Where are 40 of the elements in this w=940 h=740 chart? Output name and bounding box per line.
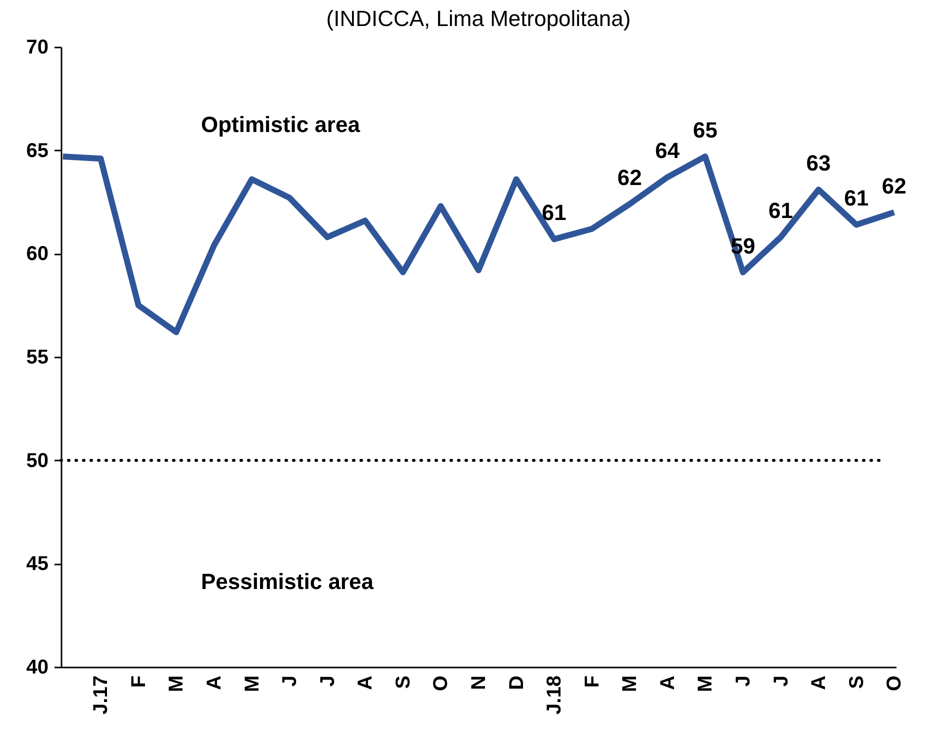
data-label: 62 (882, 173, 906, 198)
x-tick-label: N (468, 676, 490, 690)
chart-title: (INDICCA, Lima Metropolitana) (326, 6, 631, 31)
y-tick-label: 60 (26, 243, 48, 266)
annotation: Pessimistic area (201, 569, 374, 594)
y-tick-label: 40 (26, 656, 48, 678)
x-tick-label: J (316, 676, 339, 687)
data-label: 61 (844, 186, 869, 211)
y-tick-label: 50 (26, 450, 48, 472)
x-tick-label: M (166, 676, 188, 692)
x-tick-label: M (694, 676, 717, 692)
x-tick-label: F (581, 676, 604, 688)
x-tick-label: S (846, 676, 868, 689)
x-tick-label: J (770, 676, 792, 687)
x-tick-label: A (656, 676, 679, 690)
data-label: 61 (768, 198, 794, 224)
x-tick-label: J (279, 676, 302, 687)
x-tick-label: A (808, 676, 830, 690)
data-label: 62 (617, 165, 642, 190)
x-tick-label: A (354, 676, 377, 690)
x-tick-label: D (506, 676, 528, 690)
x-tick-label: J (732, 676, 754, 687)
data-label: 64 (655, 138, 680, 164)
x-tick-label: F (128, 676, 150, 688)
annotation: Optimistic area (201, 112, 361, 137)
x-tick-label: O (430, 676, 452, 692)
y-tick-label: 65 (26, 140, 48, 162)
x-tick-label: M (619, 676, 642, 692)
x-tick-label: J.18 (544, 676, 566, 714)
x-tick-label: A (204, 676, 226, 690)
x-tick-label: S (392, 676, 414, 689)
x-tick-label: J.17 (90, 676, 112, 714)
x-tick-label: M (241, 676, 264, 692)
x-tick-label: O (884, 676, 906, 692)
y-tick-label: 70 (26, 36, 48, 58)
y-tick-label: 55 (26, 346, 48, 368)
data-label: 61 (542, 200, 566, 226)
y-tick-label: 45 (26, 553, 48, 576)
data-label: 63 (806, 150, 831, 176)
data-label: 65 (692, 118, 718, 143)
